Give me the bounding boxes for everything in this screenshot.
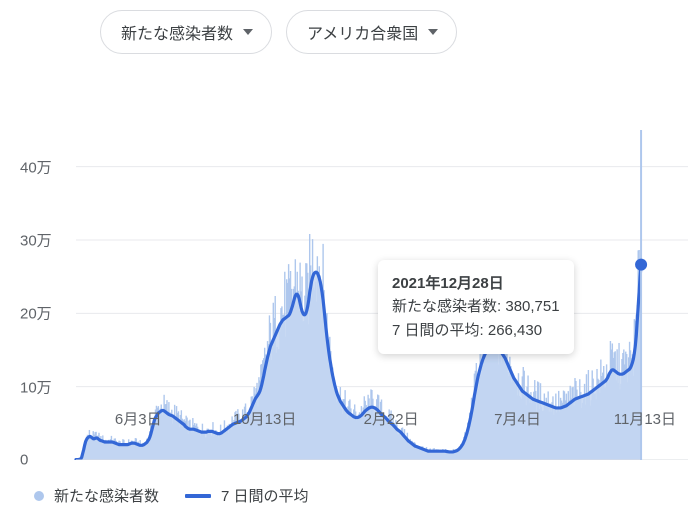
legend-item-bars: 新たな感染者数 bbox=[34, 485, 159, 506]
metric-dropdown[interactable]: 新たな感染者数 bbox=[100, 10, 272, 54]
tooltip-date: 2021年12月28日 bbox=[392, 272, 560, 295]
x-tick-label: 11月13日 bbox=[614, 408, 676, 429]
chart-container: { "controls": { "metric": { "label": "新た… bbox=[0, 0, 700, 517]
y-tick-label: 20万 bbox=[20, 303, 52, 324]
legend: 新たな感染者数 7 日間の平均 bbox=[34, 485, 309, 506]
region-dropdown-label: アメリカ合衆国 bbox=[307, 20, 418, 44]
region-dropdown[interactable]: アメリカ合衆国 bbox=[286, 10, 457, 54]
legend-line-icon bbox=[185, 494, 211, 498]
x-tick-label: 7月4日 bbox=[494, 408, 541, 429]
y-tick-label: 30万 bbox=[20, 230, 52, 251]
legend-bar-label: 新たな感染者数 bbox=[54, 485, 159, 506]
tooltip-line-cases: 新たな感染者数: 380,751 bbox=[392, 295, 560, 318]
tooltip-line-avg: 7 日間の平均: 266,430 bbox=[392, 319, 560, 342]
x-tick-label: 10月13日 bbox=[233, 408, 296, 429]
chevron-down-icon bbox=[243, 29, 253, 35]
chart-svg bbox=[0, 60, 700, 460]
metric-dropdown-label: 新たな感染者数 bbox=[121, 20, 233, 44]
legend-line-label: 7 日間の平均 bbox=[221, 485, 309, 506]
chevron-down-icon bbox=[428, 29, 438, 35]
legend-dot-icon bbox=[34, 491, 44, 501]
legend-item-line: 7 日間の平均 bbox=[185, 485, 309, 506]
line-end-dot bbox=[635, 259, 647, 271]
tooltip: 2021年12月28日 新たな感染者数: 380,751 7 日間の平均: 26… bbox=[378, 260, 574, 354]
controls-row: 新たな感染者数 アメリカ合衆国 bbox=[0, 0, 700, 54]
x-tick-label: 2月22日 bbox=[364, 408, 419, 429]
y-tick-label: 40万 bbox=[20, 156, 52, 177]
y-tick-label: 0 bbox=[20, 452, 28, 469]
x-tick-label: 6月3日 bbox=[115, 408, 162, 429]
y-tick-label: 10万 bbox=[20, 376, 52, 397]
